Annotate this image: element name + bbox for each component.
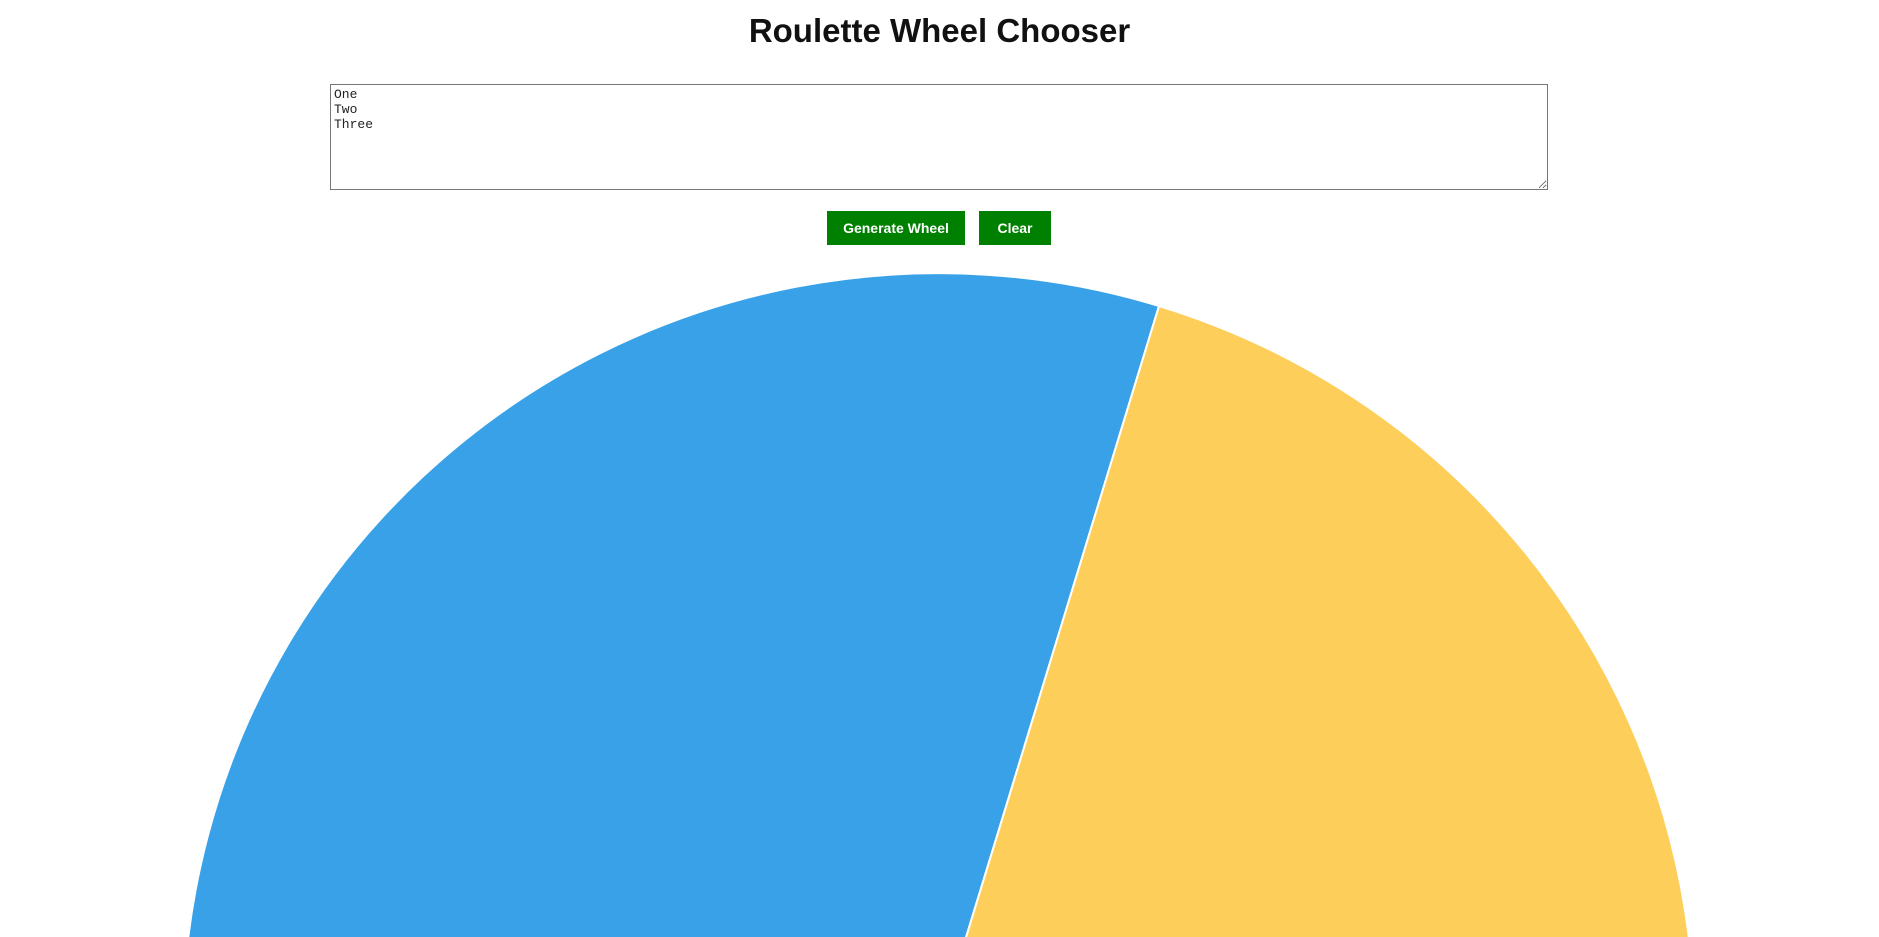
- items-input[interactable]: One Two Three: [330, 84, 1548, 190]
- wheel-segment: [965, 304, 1690, 937]
- clear-button[interactable]: Clear: [979, 211, 1051, 245]
- generate-button[interactable]: Generate Wheel: [827, 211, 965, 245]
- wheel-segment: [187, 272, 1161, 937]
- page-title: Roulette Wheel Chooser: [748, 12, 1131, 49]
